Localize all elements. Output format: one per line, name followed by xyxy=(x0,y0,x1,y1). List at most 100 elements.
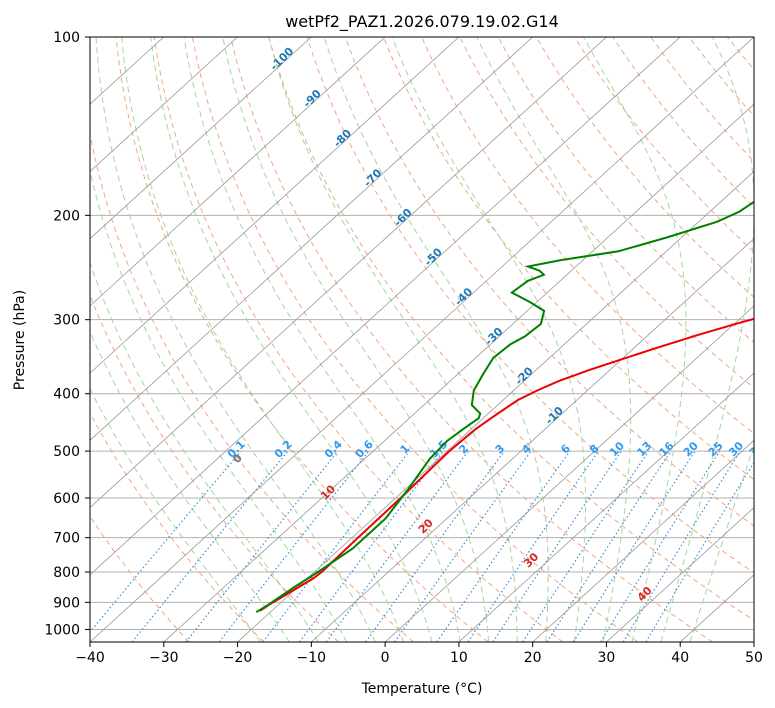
dry-adiabat-line xyxy=(535,37,754,298)
dry-adiabat-line xyxy=(268,37,754,622)
isotherm-label: -90 xyxy=(301,87,324,110)
data-series xyxy=(255,200,754,614)
mixing-ratio-label: 20 xyxy=(681,439,701,459)
mixing-ratio-line xyxy=(262,450,410,642)
isotherm-label: -60 xyxy=(391,206,414,229)
isotherm-line xyxy=(90,37,238,172)
dry-adiabat-line xyxy=(574,37,754,253)
moist-adiabat-line xyxy=(90,168,348,642)
isotherm-line xyxy=(237,170,754,642)
chart-title: wetPf2_PAZ1.2026.079.19.02.G14 xyxy=(285,12,559,32)
dry-adiabat-line xyxy=(612,37,754,208)
x-tick-label: −20 xyxy=(223,650,253,666)
mixing-ratio-label: 1 xyxy=(398,442,413,457)
plot-frame xyxy=(89,36,755,643)
mixing-ratio-label: 0.2 xyxy=(272,438,295,461)
y-tick-label: 1000 xyxy=(44,622,80,638)
adiabat-label: 30 xyxy=(521,550,541,570)
x-tick-label: 20 xyxy=(524,650,542,666)
isotherm-label: -10 xyxy=(543,404,566,427)
mixing-ratio-label: 10 xyxy=(607,439,627,459)
mixing-ratio-label: 36 xyxy=(747,439,767,459)
dry-adiabat-line xyxy=(306,37,754,574)
isotherm-line xyxy=(311,238,754,642)
plot-area: 0.1 0.2 0.4 0.6 1 1.5 2 3 4 6 8 10 13 16 20 25 30 36-100-… xyxy=(90,37,775,642)
dry-adiabat-line xyxy=(191,37,639,642)
isotherm-line xyxy=(753,641,754,642)
isotherm-label: -30 xyxy=(482,325,505,348)
isotherm-label: -70 xyxy=(361,166,384,189)
isotherm-line xyxy=(606,507,754,642)
mixing-ratio-line xyxy=(572,450,696,642)
moist-adiabat-line xyxy=(121,37,405,642)
isotherm-label: -50 xyxy=(422,245,445,268)
isotherm-label: -20 xyxy=(513,364,536,387)
isotherm-line xyxy=(90,37,460,374)
dry-adiabat-line xyxy=(90,131,414,642)
x-tick-label: −40 xyxy=(75,650,105,666)
mixing-ratio-line xyxy=(622,450,741,642)
dry-adiabat-line xyxy=(115,37,489,642)
moist-adiabat-line xyxy=(95,37,376,642)
dry-adiabat-line xyxy=(421,37,754,435)
y-tick-label: 800 xyxy=(53,565,80,581)
mixing-ratio-line xyxy=(467,450,599,642)
temperature-profile-line xyxy=(259,317,754,612)
x-tick-label: 0 xyxy=(381,650,390,666)
dry-adiabat-line xyxy=(230,37,713,642)
dry-adiabat-line xyxy=(90,515,190,642)
mixing-ratio-line xyxy=(185,450,339,642)
dry-adiabat-line xyxy=(382,37,754,481)
dry-adiabat-line xyxy=(344,37,754,527)
isotherms xyxy=(90,37,754,642)
y-tick-label: 400 xyxy=(53,387,80,403)
moist-adiabat-line xyxy=(90,330,290,642)
y-tick-label: 100 xyxy=(53,30,80,46)
isotherm-line xyxy=(532,439,754,642)
isotherm-line xyxy=(90,37,386,307)
moist-adiabat-line xyxy=(476,37,632,642)
isotherm-line xyxy=(458,372,754,642)
isotherm-line xyxy=(90,37,312,240)
dewpoint-profile-line xyxy=(255,200,754,614)
mixing-ratio-line xyxy=(90,450,242,633)
mixing-ratio-label: 3 xyxy=(493,442,508,457)
dry-adiabat-line xyxy=(766,37,775,642)
x-tick-label: −10 xyxy=(297,650,327,666)
mixing-ratio-label: 13 xyxy=(634,439,654,459)
dry-adiabat-line xyxy=(688,37,754,117)
x-tick-label: −30 xyxy=(149,650,179,666)
mixing-ratio-label: 6 xyxy=(558,442,573,457)
mixing-ratio-line xyxy=(131,450,289,642)
y-tick-label: 900 xyxy=(53,595,80,611)
x-tick-label: 50 xyxy=(745,650,763,666)
isotherm-line xyxy=(90,37,607,509)
dry-adiabat-line xyxy=(726,37,754,71)
y-tick-label: 300 xyxy=(53,313,80,329)
isotherm-label: -40 xyxy=(452,285,475,308)
x-tick-label: 10 xyxy=(450,650,468,666)
y-tick-label: 500 xyxy=(53,444,80,460)
x-tick-label: 30 xyxy=(598,650,616,666)
mixing-ratio-line xyxy=(492,450,622,642)
y-tick-label: 700 xyxy=(53,531,80,547)
x-axis-title: Temperature (°C) xyxy=(361,681,483,697)
moist-adiabat-line xyxy=(222,37,490,642)
mixing-ratio-line xyxy=(365,450,505,642)
mixing-ratio-label: 0.4 xyxy=(322,437,345,460)
mixing-ratio-line xyxy=(299,450,444,642)
moist-adiabat-line xyxy=(323,37,549,642)
mixing-ratio-label: 30 xyxy=(726,439,746,459)
dry-adiabat-line xyxy=(497,37,754,344)
y-tick-label: 600 xyxy=(53,491,80,507)
dry-adiabat-line xyxy=(459,37,754,389)
mixing-ratio-label: 0.6 xyxy=(353,437,376,460)
y-axis-title: Pressure (hPa) xyxy=(12,290,28,390)
moist-adiabats xyxy=(90,37,754,642)
moist-adiabat-line xyxy=(183,37,461,642)
x-tick-label: 40 xyxy=(671,650,689,666)
mixing-ratio-line xyxy=(600,450,721,642)
isotherm-line xyxy=(90,37,754,642)
y-tick-label: 200 xyxy=(53,208,80,224)
dry-adiabat-line xyxy=(153,37,564,642)
